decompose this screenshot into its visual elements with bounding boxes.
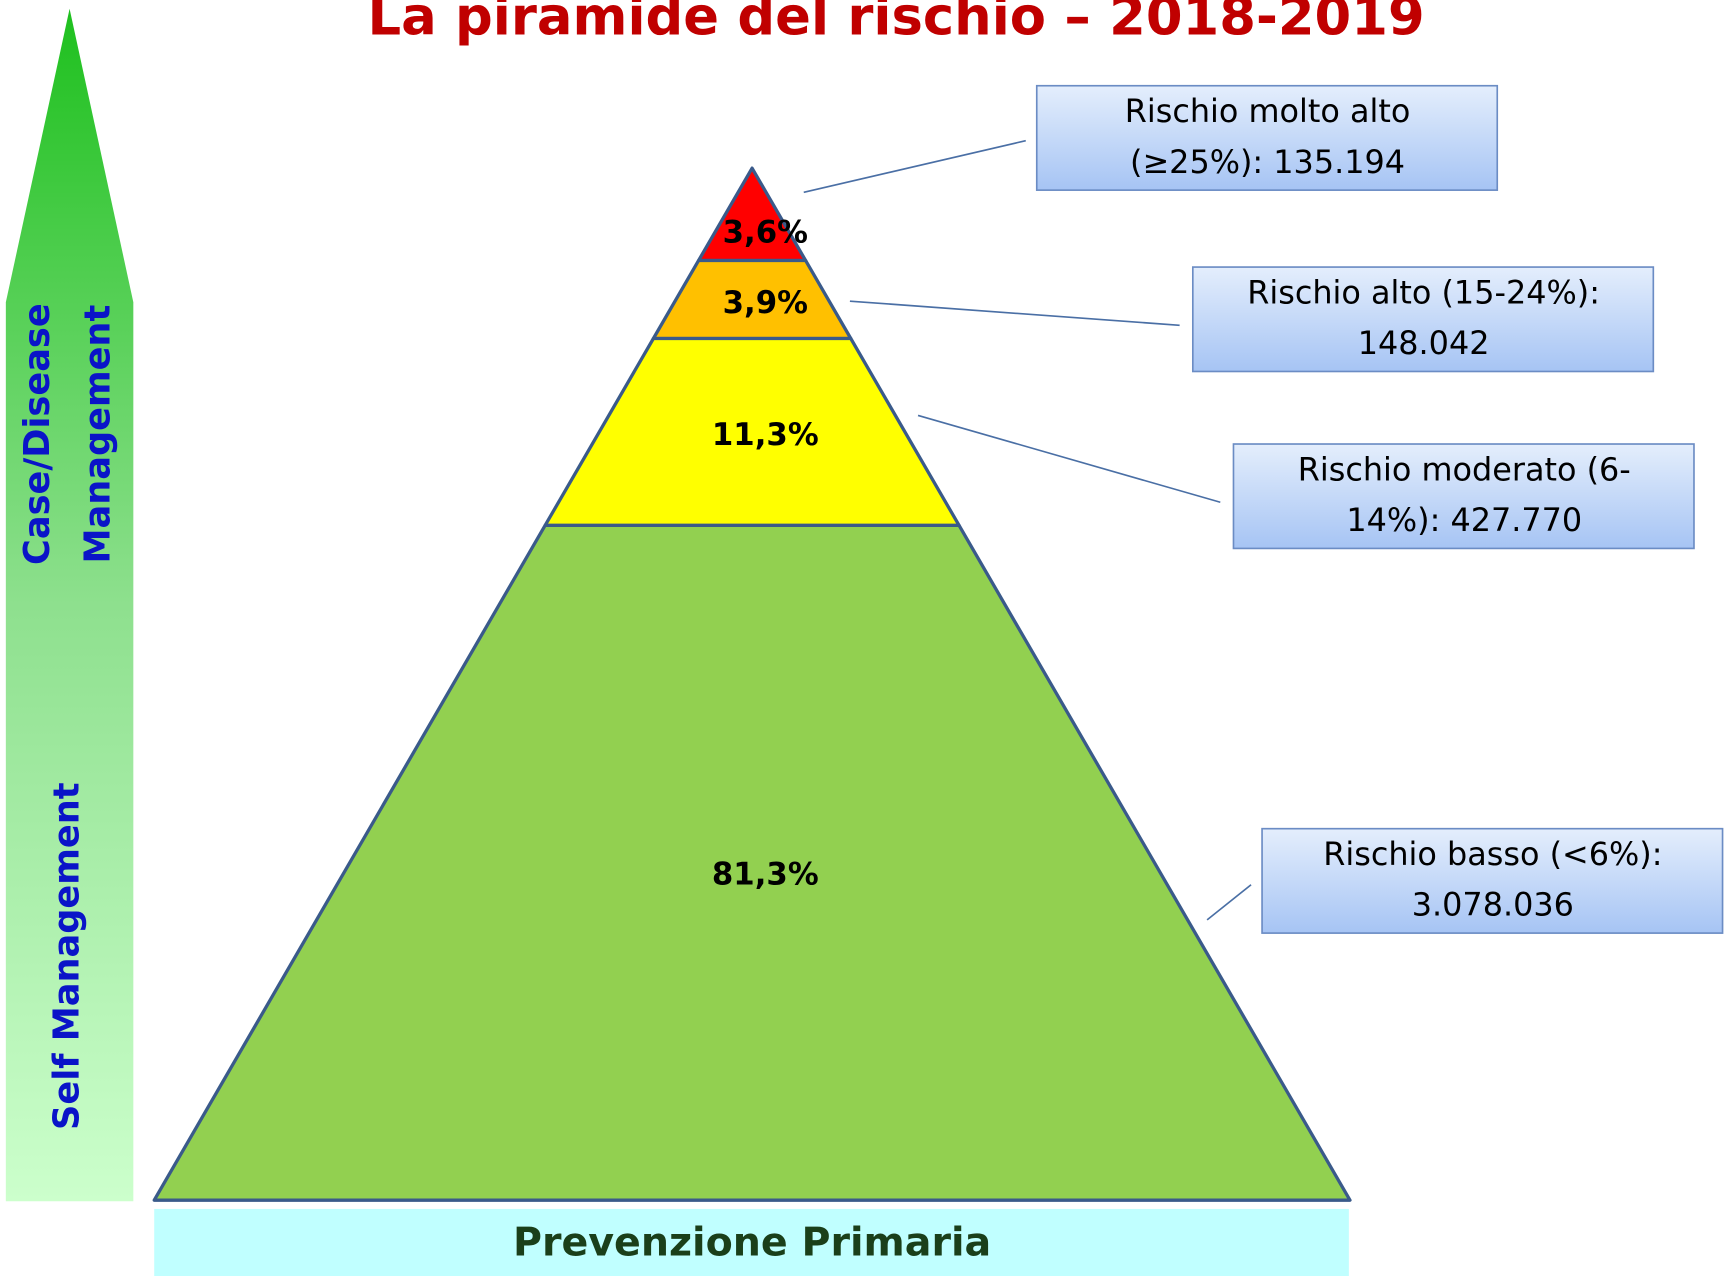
info-box-text: Rischio molto alto <box>1125 92 1411 130</box>
info-box-text: Rischio moderato (6- <box>1298 450 1631 488</box>
arrow <box>5 8 134 1202</box>
info-box <box>1035 84 1499 191</box>
arrow-label: Self Management <box>46 782 87 1130</box>
leader-line <box>849 300 1180 327</box>
arrow-label: Management <box>77 305 118 564</box>
leader-line <box>803 139 1026 194</box>
leader-line <box>1206 884 1252 921</box>
arrow-label: Case/Disease <box>17 303 58 565</box>
info-box <box>1191 266 1655 373</box>
info-box-text: (≥25%): 135.194 <box>1130 143 1405 181</box>
level-percent: 3,9% <box>723 285 808 321</box>
info-box-text: 14%): 427.770 <box>1346 501 1582 539</box>
info-box-text: Rischio basso (<6%): <box>1323 835 1662 873</box>
info-box <box>1261 827 1724 934</box>
boxes: Rischio molto alto (≥25%): 135.194 Rischio… <box>1035 84 1724 934</box>
info-box-text: 148.042 <box>1358 324 1490 362</box>
info-box-text: 3.078.036 <box>1412 886 1574 924</box>
footer-bar <box>154 1208 1349 1276</box>
footer: Prevenzione Primaria <box>513 1220 991 1266</box>
level-percent: 3,6% <box>723 215 808 251</box>
info-box-text: Rischio alto (15-24%): <box>1247 274 1600 312</box>
level-percent: 81,3% <box>712 856 819 892</box>
pyramid-level <box>152 523 1352 1202</box>
pyramid: 3,6% 3,9% 11,3% 81,3% <box>152 166 1352 1202</box>
level-percent: 11,3% <box>712 417 819 453</box>
info-box <box>1232 443 1695 550</box>
title: La piramide del rischio – 2018-2019 <box>367 0 1424 47</box>
leader-line <box>917 414 1221 504</box>
